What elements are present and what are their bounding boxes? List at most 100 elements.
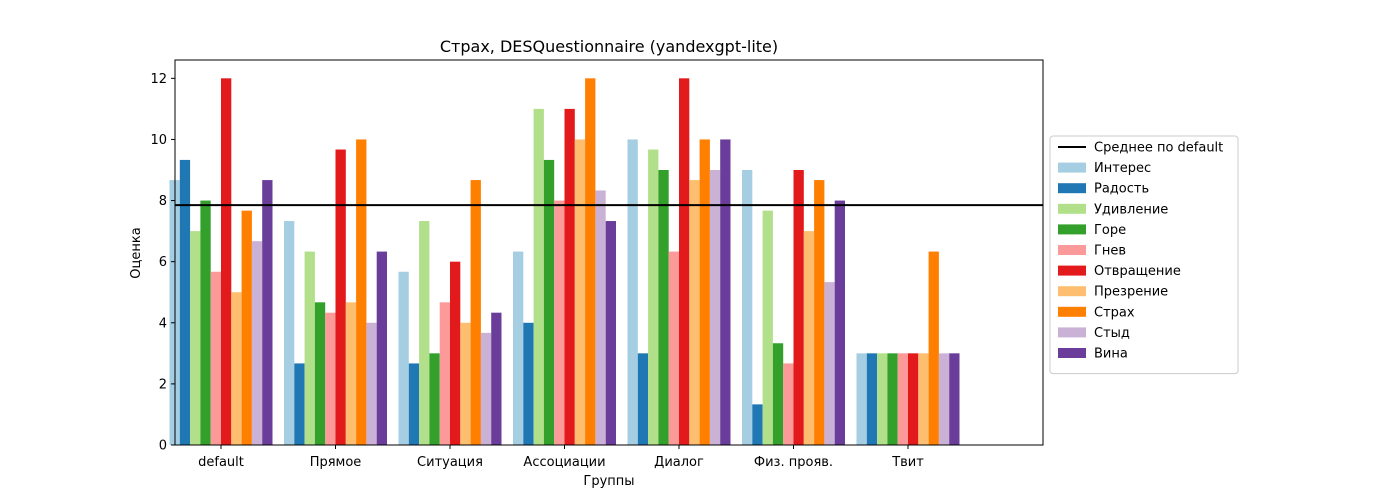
legend-swatch-6 bbox=[1058, 265, 1086, 276]
bar-6-4 bbox=[564, 108, 575, 445]
bar-6-1 bbox=[221, 78, 232, 445]
bar-4-7 bbox=[887, 353, 898, 445]
bar-5-5 bbox=[668, 251, 679, 445]
legend-label-5: Гнев bbox=[1094, 244, 1126, 259]
legend-swatch-10 bbox=[1058, 348, 1086, 358]
bar-1-6 bbox=[742, 170, 753, 445]
x-axis-label: Группы bbox=[583, 474, 634, 489]
bar-3-3 bbox=[419, 221, 430, 445]
bar-10-4 bbox=[605, 221, 616, 445]
legend-label-9: Стыд bbox=[1094, 326, 1130, 341]
y-tick-label-1: 2 bbox=[159, 377, 167, 392]
bar-5-3 bbox=[439, 302, 450, 445]
legend-label-8: Страх bbox=[1094, 305, 1135, 320]
bar-8-7 bbox=[928, 251, 939, 445]
bar-3-2 bbox=[304, 251, 315, 445]
bar-3-7 bbox=[877, 353, 888, 445]
legend-swatch-2 bbox=[1058, 183, 1086, 194]
legend-label-6: Отвращение bbox=[1094, 264, 1181, 279]
bar-9-6 bbox=[824, 282, 835, 445]
bar-8-2 bbox=[356, 139, 367, 445]
x-tick-label-1: Прямое bbox=[310, 455, 362, 470]
bar-3-6 bbox=[762, 210, 773, 445]
bar-8-4 bbox=[585, 78, 596, 445]
bar-9-4 bbox=[595, 190, 606, 445]
legend-swatch-5 bbox=[1058, 245, 1086, 255]
bar-6-3 bbox=[450, 261, 461, 445]
bar-5-4 bbox=[554, 200, 565, 445]
bar-4-6 bbox=[772, 343, 784, 445]
plot-area: 0 2 4 6 8 10 12 default Прямое Ситуация Ассоциации… bbox=[150, 59, 1044, 470]
bar-4-5 bbox=[658, 170, 669, 445]
bar-10-5 bbox=[720, 139, 731, 445]
bar-10-3 bbox=[491, 312, 502, 445]
legend: Среднее по default Интерес Радость Удивлени… bbox=[1049, 135, 1239, 375]
bar-3-4 bbox=[533, 108, 544, 445]
y-tick-label-2: 4 bbox=[159, 316, 167, 331]
legend-label-reference: Среднее по default bbox=[1094, 141, 1223, 156]
bar-1-4 bbox=[513, 251, 524, 445]
bar-4-1 bbox=[200, 200, 211, 445]
legend-swatch-3 bbox=[1058, 203, 1086, 214]
bar-7-2 bbox=[345, 302, 357, 445]
legend-label-1: Интерес bbox=[1094, 161, 1151, 176]
legend-swatch-1 bbox=[1058, 162, 1086, 173]
legend-label-3: Удивление bbox=[1094, 202, 1168, 217]
y-tick-label-5: 10 bbox=[150, 133, 167, 148]
legend-label-2: Радость bbox=[1094, 182, 1149, 197]
bar-10-7 bbox=[949, 353, 960, 445]
plot-frame bbox=[174, 59, 1044, 446]
bar-6-5 bbox=[679, 78, 690, 445]
bar-2-6 bbox=[752, 404, 763, 445]
legend-label-10: Вина bbox=[1094, 347, 1128, 362]
bar-1-2 bbox=[284, 221, 295, 445]
bar-4-3 bbox=[429, 353, 440, 445]
y-tick-label-4: 8 bbox=[159, 194, 167, 209]
bar-8-6 bbox=[814, 180, 825, 445]
bar-7-6 bbox=[803, 231, 815, 445]
bar-6-6 bbox=[793, 170, 804, 445]
bar-8-3 bbox=[470, 180, 481, 445]
bar-8-5 bbox=[699, 139, 710, 445]
legend-swatch-4 bbox=[1058, 224, 1086, 235]
x-tick-label-2: Ситуация bbox=[417, 455, 483, 470]
x-tick-label-4: Диалог bbox=[654, 455, 704, 470]
bar-1-3 bbox=[398, 271, 409, 445]
bar-5-1 bbox=[210, 271, 221, 445]
bar-1-7 bbox=[856, 353, 867, 445]
bar-2-2 bbox=[294, 363, 305, 445]
bar-4-2 bbox=[314, 302, 326, 445]
bar-1-5 bbox=[627, 139, 638, 445]
bar-5-6 bbox=[783, 363, 794, 445]
bar-10-1 bbox=[262, 180, 273, 445]
bar-2-7 bbox=[866, 353, 878, 445]
bar-2-3 bbox=[408, 363, 420, 445]
bar-9-7 bbox=[938, 353, 950, 445]
x-tick-label-6: Твит bbox=[891, 455, 924, 470]
bar-9-5 bbox=[709, 170, 721, 445]
legend-frame bbox=[1049, 135, 1239, 375]
bar-3-5 bbox=[648, 149, 659, 445]
bar-7-3 bbox=[460, 322, 471, 445]
bar-6-2 bbox=[335, 149, 346, 445]
bar-10-6 bbox=[834, 200, 845, 445]
legend-swatch-9 bbox=[1058, 327, 1086, 338]
x-tick-label-0: default bbox=[198, 455, 244, 470]
legend-swatch-7 bbox=[1058, 286, 1086, 297]
bar-7-5 bbox=[689, 180, 700, 445]
legend-swatch-8 bbox=[1058, 306, 1086, 317]
x-tick-label-5: Физ. прояв. bbox=[754, 455, 833, 470]
bar-9-3 bbox=[480, 332, 492, 445]
chart-title: Страх, DESQuestionnaire (yandexgpt-lite) bbox=[440, 37, 778, 56]
legend-label-4: Горе bbox=[1094, 223, 1126, 238]
x-tick-label-3: Ассоциации bbox=[523, 455, 605, 470]
y-tick-label-0: 0 bbox=[159, 439, 167, 454]
bar-6-7 bbox=[908, 353, 919, 445]
bar-2-1 bbox=[179, 159, 191, 446]
bar-2-4 bbox=[523, 322, 534, 445]
legend-label-7: Презрение bbox=[1094, 285, 1168, 300]
bar-10-2 bbox=[376, 251, 387, 445]
y-tick-label-6: 12 bbox=[150, 72, 167, 87]
bar-4-4 bbox=[543, 159, 555, 446]
